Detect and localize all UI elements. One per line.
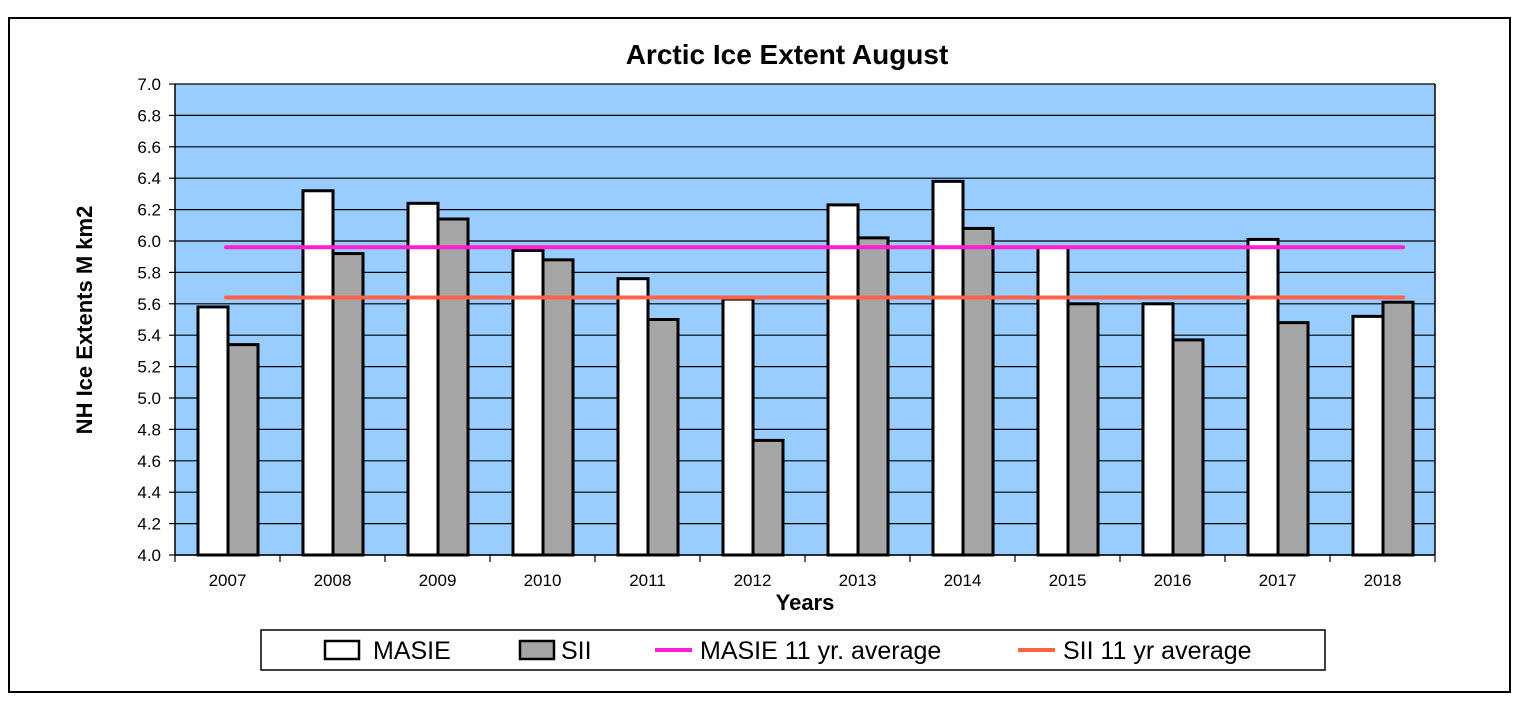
bar-masie-2013 bbox=[826, 203, 860, 557]
bar-masie-2016 bbox=[1141, 302, 1175, 557]
legend-label-masie-average: MASIE 11 yr. average bbox=[700, 637, 941, 665]
y-tick-label: 6.2 bbox=[137, 201, 161, 220]
legend-label-sii-average: SII 11 yr average bbox=[1063, 637, 1252, 665]
chart-title: Arctic Ice Extent August bbox=[626, 39, 949, 70]
x-tick-label: 2016 bbox=[1154, 571, 1192, 590]
bar-masie-2011 bbox=[616, 277, 650, 557]
axes bbox=[169, 83, 1436, 562]
y-tick-label: 5.0 bbox=[137, 389, 161, 408]
legend-label-sii: SII bbox=[561, 637, 592, 665]
y-tick-label: 6.0 bbox=[137, 232, 161, 251]
y-tick-label: 5.4 bbox=[137, 326, 161, 345]
x-tick-label: 2009 bbox=[419, 571, 457, 590]
bar-sii-2012 bbox=[751, 438, 785, 557]
bar-sii-2008 bbox=[331, 252, 365, 557]
bar-masie-2014 bbox=[931, 179, 965, 557]
legend: MASIE SII MASIE 11 yr. average SII 11 yr… bbox=[260, 629, 1326, 671]
y-tick-label: 4.6 bbox=[137, 452, 161, 471]
plot-area: 4.0 4.2 4.4 4.6 4.8 5.0 5.2 5.4 5.6 5.8 6.0 6.2 6.4 6… bbox=[137, 75, 1436, 590]
legend-swatch-sii bbox=[518, 639, 556, 661]
bar-sii-2013 bbox=[856, 236, 890, 557]
bar-masie-2017 bbox=[1246, 237, 1280, 557]
y-tick-label: 6.8 bbox=[137, 106, 161, 125]
x-tick-label: 2007 bbox=[209, 571, 247, 590]
bar-sii-2014 bbox=[961, 226, 995, 557]
bar-sii-2017 bbox=[1276, 321, 1310, 557]
y-tick-label: 5.2 bbox=[137, 358, 161, 377]
y-axis-title: NH Ice Extents M km2 bbox=[72, 206, 97, 435]
x-tick-label: 2017 bbox=[1259, 571, 1297, 590]
bar-sii-2011 bbox=[646, 318, 680, 557]
legend-label-masie: MASIE bbox=[373, 637, 451, 665]
bar-sii-2010 bbox=[541, 258, 575, 557]
average-lines bbox=[224, 245, 1405, 300]
x-tick-label: 2010 bbox=[524, 571, 562, 590]
y-tick-label: 4.8 bbox=[137, 420, 161, 439]
legend-swatch-masie bbox=[323, 639, 361, 661]
y-tick-label: 5.6 bbox=[137, 295, 161, 314]
bar-masie-2018 bbox=[1351, 314, 1385, 557]
y-tick-label: 7.0 bbox=[137, 75, 161, 94]
y-tick-label: 4.2 bbox=[137, 515, 161, 534]
y-tick-labels: 4.0 4.2 4.4 4.6 4.8 5.0 5.2 5.4 5.6 5.8 6.0 6.2 6.4 6… bbox=[137, 75, 161, 565]
bar-sii-2018 bbox=[1381, 300, 1415, 557]
x-tick-label: 2012 bbox=[734, 571, 772, 590]
x-tick-label: 2008 bbox=[314, 571, 352, 590]
x-tick-label: 2015 bbox=[1049, 571, 1087, 590]
y-tick-label: 5.8 bbox=[137, 263, 161, 282]
x-tick-label: 2013 bbox=[839, 571, 877, 590]
x-tick-label: 2014 bbox=[944, 571, 982, 590]
x-tick-label: 2011 bbox=[629, 571, 666, 590]
x-axis-title: Years bbox=[776, 590, 835, 615]
y-tick-label: 6.6 bbox=[137, 138, 161, 157]
y-tick-label: 4.0 bbox=[137, 546, 161, 565]
legend-box bbox=[260, 629, 1326, 671]
bar-masie-2012 bbox=[721, 297, 755, 557]
x-tick-label: 2018 bbox=[1364, 571, 1402, 590]
bar-masie-2007 bbox=[196, 305, 230, 557]
gridlines bbox=[175, 83, 1435, 556]
bar-sii-2016 bbox=[1171, 338, 1205, 557]
plot-background bbox=[175, 84, 1435, 555]
bar-masie-2009 bbox=[406, 201, 440, 557]
y-tick-label: 4.4 bbox=[137, 483, 161, 502]
bar-sii-2007 bbox=[226, 343, 260, 557]
bar-sii-2015 bbox=[1066, 302, 1100, 557]
x-tick-labels: 2007 2008 2009 2010 2011 2012 2013 2014 2015 2016… bbox=[209, 571, 1402, 590]
bar-masie-2015 bbox=[1036, 245, 1070, 557]
bar-sii-2009 bbox=[436, 217, 470, 557]
y-tick-label: 6.4 bbox=[137, 169, 161, 188]
